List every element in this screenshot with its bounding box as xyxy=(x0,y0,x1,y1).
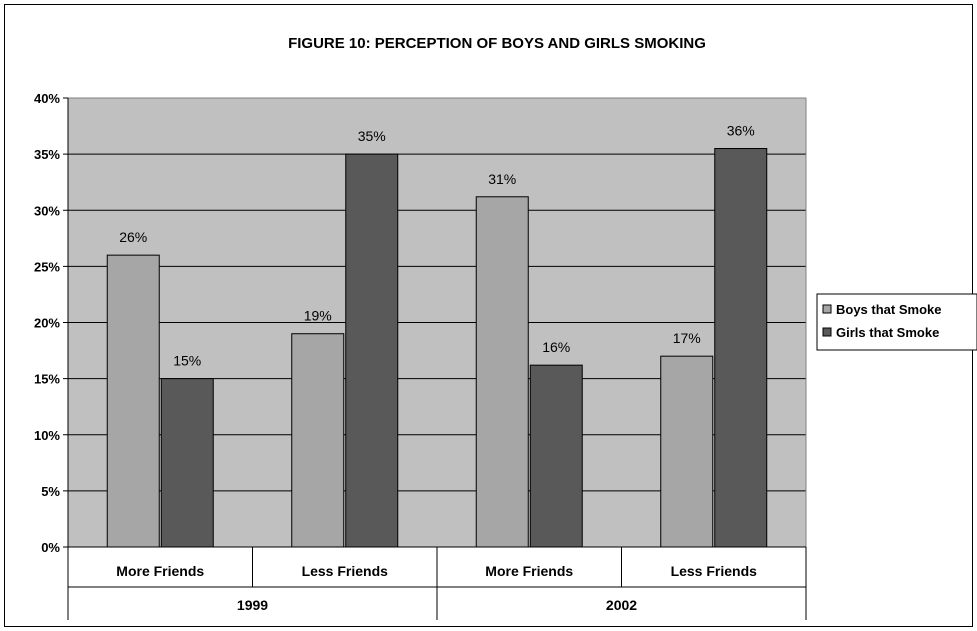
legend-box xyxy=(816,293,977,351)
bar xyxy=(345,153,399,548)
bar xyxy=(529,364,583,548)
x-axis: More Friends Less Friends More Friends Less… xyxy=(67,546,807,620)
bar xyxy=(291,333,345,548)
legend-label: Girls that Smoke xyxy=(836,325,939,340)
y-tick-label: 30% xyxy=(34,203,60,218)
legend: Boys that Smoke Girls that Smoke xyxy=(816,293,977,351)
legend-swatch xyxy=(822,304,832,314)
bar xyxy=(106,254,160,548)
category-label: Less Friends xyxy=(671,563,758,579)
data-labels: 26% 15% 19% 35% 31% 16% 17% 36% xyxy=(119,123,755,369)
y-tick-label: 20% xyxy=(34,316,60,331)
bar xyxy=(714,148,768,548)
chart-title: FIGURE 10: PERCEPTION OF BOYS AND GIRLS … xyxy=(288,35,706,52)
group-label: 2002 xyxy=(606,597,637,613)
data-label: 15% xyxy=(173,353,201,369)
group-label: 1999 xyxy=(237,597,268,613)
data-label: 16% xyxy=(542,339,570,355)
y-tick-label: 10% xyxy=(34,428,60,443)
legend-swatch xyxy=(822,327,832,337)
category-label: Less Friends xyxy=(302,563,389,579)
data-label: 36% xyxy=(727,123,755,139)
category-label: More Friends xyxy=(485,563,573,579)
data-label: 17% xyxy=(673,330,701,346)
bar xyxy=(660,355,714,548)
bar xyxy=(475,196,529,548)
y-tick-label: 15% xyxy=(34,372,60,387)
y-tick-label: 40% xyxy=(34,91,60,106)
y-tick-label: 25% xyxy=(34,259,60,274)
bar xyxy=(160,378,214,548)
y-axis-ticks: 0% 5% 10% 15% 20% 25% 30% 35% 40% xyxy=(34,91,68,555)
data-label: 31% xyxy=(488,171,516,187)
y-tick-label: 5% xyxy=(41,484,60,499)
bars xyxy=(106,148,768,548)
data-label: 35% xyxy=(358,128,386,144)
data-label: 19% xyxy=(304,308,332,324)
y-tick-label: 0% xyxy=(41,540,60,555)
category-label: More Friends xyxy=(116,563,204,579)
legend-label: Boys that Smoke xyxy=(836,302,941,317)
data-label: 26% xyxy=(119,229,147,245)
y-tick-label: 35% xyxy=(34,147,60,162)
